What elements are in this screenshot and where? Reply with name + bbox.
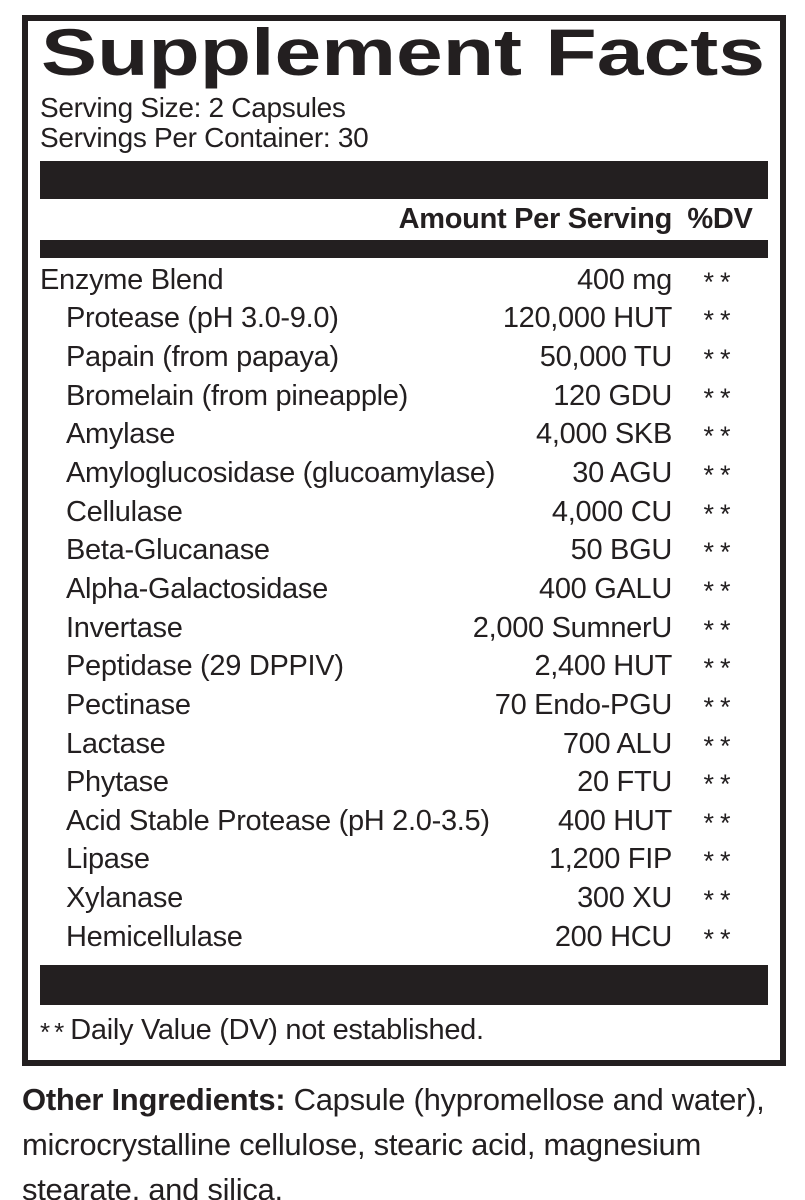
ingredient-name: Acid Stable Protease (pH 2.0-3.5) xyxy=(66,804,490,837)
ingredient-amount: 2,000 SumnerU xyxy=(472,611,673,644)
ingredient-row: Protease (pH 3.0-9.0) 120,000 HUT ** xyxy=(40,300,768,339)
supplement-facts-panel: Supplement Facts Serving Size: 2 Capsule… xyxy=(22,15,786,1066)
ingredient-name: Hemicellulase xyxy=(66,920,243,953)
ingredient-name: Alpha-Galactosidase xyxy=(66,572,328,605)
ingredient-amount: 20 FTU xyxy=(577,766,672,799)
ingredient-dv-asterisks: ** xyxy=(703,923,737,954)
ingredient-amount: 50,000 TU xyxy=(539,341,673,374)
ingredient-row: Bromelain (from pineapple) 120 GDU ** xyxy=(40,377,768,416)
ingredient-name: Amyloglucosidase (glucoamylase) xyxy=(66,457,496,490)
dv-footnote: **Daily Value (DV) not established. xyxy=(40,1005,768,1060)
ingredient-dv-asterisks: ** xyxy=(703,691,737,722)
ingredient-amount: 200 HCU xyxy=(554,920,672,953)
ingredient-dv-asterisks: ** xyxy=(703,344,737,375)
ingredient-dv-asterisks: ** xyxy=(703,846,737,877)
footnote-asterisks: ** xyxy=(40,1016,69,1047)
ingredient-row: Phytase 20 FTU ** xyxy=(40,763,768,802)
ingredient-amount: 70 Endo-PGU xyxy=(494,688,673,721)
ingredient-dv-asterisks: ** xyxy=(703,382,737,413)
ingredient-row: Cellulase 4,000 CU ** xyxy=(40,493,768,532)
ingredient-amount: 30 AGU xyxy=(572,457,672,490)
ingredient-name: Cellulase xyxy=(66,495,183,528)
ingredient-row: Beta-Glucanase 50 BGU ** xyxy=(40,531,768,570)
ingredient-amount: 4,000 SKB xyxy=(536,418,672,451)
ingredient-dv-asterisks: ** xyxy=(703,730,737,761)
ingredient-dv-asterisks: ** xyxy=(703,885,737,916)
ingredient-amount: 400 mg xyxy=(577,263,672,296)
ingredient-amount: 400 HUT xyxy=(558,804,672,837)
ingredient-dv-asterisks: ** xyxy=(703,769,737,800)
ingredient-row: Alpha-Galactosidase 400 GALU ** xyxy=(40,570,768,609)
ingredient-row: Xylanase 300 XU ** xyxy=(40,879,768,918)
amount-per-serving-header: Amount Per Serving xyxy=(398,203,673,235)
ingredient-dv-asterisks: ** xyxy=(703,460,737,491)
ingredient-row: Papain (from papaya) 50,000 TU ** xyxy=(40,338,768,377)
column-header-row: Amount Per Serving %DV xyxy=(40,199,768,240)
footnote-text: Daily Value (DV) not established. xyxy=(70,1013,484,1046)
ingredient-amount: 120 GDU xyxy=(553,379,672,412)
other-ingredients: Other Ingredients: Capsule (hypromellose… xyxy=(22,1077,792,1200)
ingredient-name: Beta-Glucanase xyxy=(66,534,270,567)
ingredient-dv-asterisks: ** xyxy=(703,575,737,606)
panel-title: Supplement Facts xyxy=(41,23,765,89)
ingredient-row: Enzyme Blend 400 mg ** xyxy=(40,261,768,300)
ingredient-row: Pectinase 70 Endo-PGU ** xyxy=(40,686,768,725)
ingredient-name: Lipase xyxy=(66,843,150,876)
ingredient-dv-asterisks: ** xyxy=(703,421,737,452)
ingredient-amount: 50 BGU xyxy=(570,534,673,567)
ingredient-rows: Enzyme Blend 400 mg ** Protease (pH 3.0-… xyxy=(40,261,768,957)
divider-bar-header xyxy=(40,240,768,258)
ingredient-amount: 2,400 HUT xyxy=(534,650,672,683)
ingredient-name: Amylase xyxy=(66,418,176,451)
other-ingredients-text: Capsule (hypromellose and water), microc… xyxy=(22,1081,765,1200)
ingredient-amount: 4,000 CU xyxy=(551,495,672,528)
ingredient-name: Enzyme Blend xyxy=(40,263,224,296)
ingredient-row: Lipase 1,200 FIP ** xyxy=(40,841,768,880)
serving-size: Serving Size: 2 Capsules xyxy=(40,92,346,123)
ingredient-dv-asterisks: ** xyxy=(703,537,737,568)
ingredient-amount: 1,200 FIP xyxy=(548,843,672,876)
ingredient-dv-asterisks: ** xyxy=(703,266,737,297)
other-ingredients-label: Other Ingredients: xyxy=(22,1081,286,1117)
servings-per-container: Servings Per Container: 30 xyxy=(40,122,369,153)
ingredient-row: Hemicellulase 200 HCU ** xyxy=(40,918,768,957)
ingredient-dv-asterisks: ** xyxy=(703,614,737,645)
ingredient-row: Invertase 2,000 SumnerU ** xyxy=(40,609,768,648)
ingredient-row: Amyloglucosidase (glucoamylase) 30 AGU *… xyxy=(40,454,768,493)
ingredient-dv-asterisks: ** xyxy=(703,498,737,529)
ingredient-amount: 300 XU xyxy=(577,882,672,915)
ingredient-row: Amylase 4,000 SKB ** xyxy=(40,416,768,455)
ingredient-name: Lactase xyxy=(66,727,166,760)
ingredient-name: Pectinase xyxy=(66,688,191,721)
ingredient-amount: 700 ALU xyxy=(562,727,672,760)
ingredient-amount: 120,000 HUT xyxy=(502,302,672,335)
ingredient-dv-asterisks: ** xyxy=(703,305,737,336)
divider-bar-top xyxy=(40,161,768,199)
ingredient-name: Xylanase xyxy=(66,882,183,915)
ingredient-dv-asterisks: ** xyxy=(703,807,737,838)
divider-bar-bottom xyxy=(40,964,768,1005)
ingredient-dv-asterisks: ** xyxy=(703,653,737,684)
ingredient-name: Bromelain (from pineapple) xyxy=(66,379,408,412)
ingredient-amount: 400 GALU xyxy=(538,572,672,605)
panel-title-graphic: Supplement Facts xyxy=(41,23,765,89)
ingredient-name: Papain (from papaya) xyxy=(66,341,339,374)
ingredient-row: Lactase 700 ALU ** xyxy=(40,725,768,764)
ingredient-name: Invertase xyxy=(66,611,183,644)
ingredient-row: Acid Stable Protease (pH 2.0-3.5) 400 HU… xyxy=(40,802,768,841)
ingredient-name: Phytase xyxy=(66,766,169,799)
percent-dv-header: %DV xyxy=(687,203,753,235)
ingredient-name: Protease (pH 3.0-9.0) xyxy=(66,302,339,335)
ingredient-row: Peptidase (29 DPPIV) 2,400 HUT ** xyxy=(40,647,768,686)
ingredient-name: Peptidase (29 DPPIV) xyxy=(66,650,344,683)
